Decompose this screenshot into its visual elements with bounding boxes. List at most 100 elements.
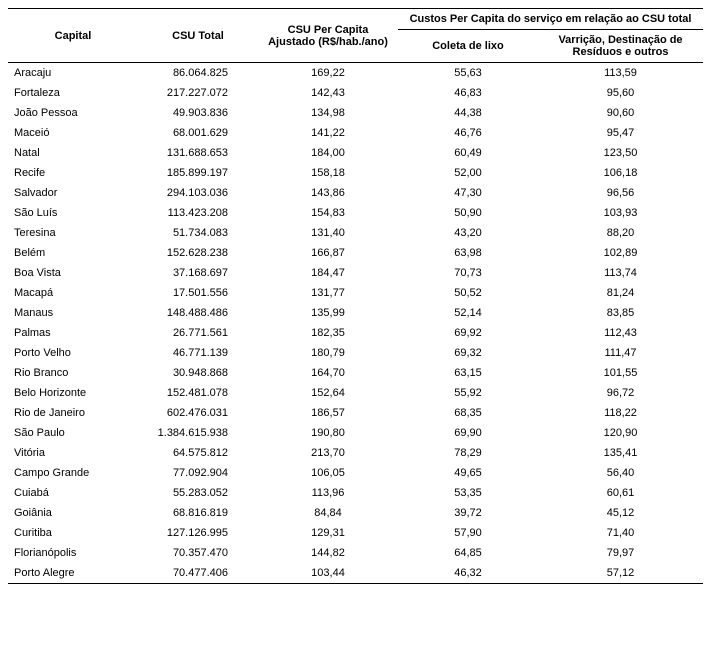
cell-csu-adj: 158,18 (258, 163, 398, 183)
table-row: Campo Grande77.092.904106,0549,6556,40 (8, 463, 703, 483)
table-row: Palmas26.771.561182,3569,92112,43 (8, 323, 703, 343)
cell-varricao: 57,12 (538, 563, 703, 584)
cell-capital: Salvador (8, 183, 138, 203)
cell-csu-adj: 135,99 (258, 303, 398, 323)
cell-capital: Florianópolis (8, 543, 138, 563)
cell-capital: Campo Grande (8, 463, 138, 483)
cell-capital: Belém (8, 243, 138, 263)
cell-csu-adj: 186,57 (258, 403, 398, 423)
cell-varricao: 79,97 (538, 543, 703, 563)
cell-csu-adj: 184,00 (258, 143, 398, 163)
header-csu-adj: CSU Per Capita Ajustado (R$/hab./ano) (258, 9, 398, 63)
cell-varricao: 81,24 (538, 283, 703, 303)
cell-capital: Macapá (8, 283, 138, 303)
cell-coleta: 50,52 (398, 283, 538, 303)
cell-varricao: 71,40 (538, 523, 703, 543)
table-row: Teresina51.734.083131,4043,2088,20 (8, 223, 703, 243)
cell-varricao: 95,47 (538, 123, 703, 143)
cell-csu-total: 294.103.036 (138, 183, 258, 203)
table-row: Salvador294.103.036143,8647,3096,56 (8, 183, 703, 203)
cell-csu-adj: 152,64 (258, 383, 398, 403)
cell-varricao: 96,72 (538, 383, 703, 403)
table-row: Belo Horizonte152.481.078152,6455,9296,7… (8, 383, 703, 403)
cell-varricao: 103,93 (538, 203, 703, 223)
cell-coleta: 43,20 (398, 223, 538, 243)
cell-csu-total: 217.227.072 (138, 83, 258, 103)
cell-coleta: 46,32 (398, 563, 538, 584)
cell-varricao: 113,74 (538, 263, 703, 283)
cell-csu-adj: 134,98 (258, 103, 398, 123)
cell-csu-total: 185.899.197 (138, 163, 258, 183)
cell-varricao: 45,12 (538, 503, 703, 523)
cell-csu-adj: 213,70 (258, 443, 398, 463)
cell-csu-total: 64.575.812 (138, 443, 258, 463)
cell-csu-total: 602.476.031 (138, 403, 258, 423)
table-row: Rio Branco30.948.868164,7063,15101,55 (8, 363, 703, 383)
table-row: Belém152.628.238166,8763,98102,89 (8, 243, 703, 263)
cell-capital: Curitiba (8, 523, 138, 543)
cell-coleta: 57,90 (398, 523, 538, 543)
table-row: Macapá17.501.556131,7750,5281,24 (8, 283, 703, 303)
table-row: Recife185.899.197158,1852,00106,18 (8, 163, 703, 183)
cell-csu-adj: 142,43 (258, 83, 398, 103)
cell-csu-total: 55.283.052 (138, 483, 258, 503)
cell-csu-adj: 154,83 (258, 203, 398, 223)
cell-csu-adj: 164,70 (258, 363, 398, 383)
cell-csu-total: 86.064.825 (138, 63, 258, 84)
cell-varricao: 111,47 (538, 343, 703, 363)
cell-csu-adj: 144,82 (258, 543, 398, 563)
cell-csu-total: 46.771.139 (138, 343, 258, 363)
header-coleta: Coleta de lixo (398, 30, 538, 63)
header-capital: Capital (8, 9, 138, 63)
cell-coleta: 78,29 (398, 443, 538, 463)
table-row: Natal131.688.653184,0060,49123,50 (8, 143, 703, 163)
cell-csu-total: 1.384.615.938 (138, 423, 258, 443)
cell-csu-adj: 106,05 (258, 463, 398, 483)
cell-varricao: 113,59 (538, 63, 703, 84)
cell-csu-adj: 131,77 (258, 283, 398, 303)
cell-csu-adj: 141,22 (258, 123, 398, 143)
cell-coleta: 64,85 (398, 543, 538, 563)
cell-csu-adj: 166,87 (258, 243, 398, 263)
cell-csu-total: 68.001.629 (138, 123, 258, 143)
cell-csu-total: 77.092.904 (138, 463, 258, 483)
cell-coleta: 52,14 (398, 303, 538, 323)
cell-coleta: 70,73 (398, 263, 538, 283)
cell-capital: Rio de Janeiro (8, 403, 138, 423)
cell-coleta: 68,35 (398, 403, 538, 423)
data-table: Capital CSU Total CSU Per Capita Ajustad… (8, 8, 703, 584)
cell-coleta: 52,00 (398, 163, 538, 183)
cell-coleta: 60,49 (398, 143, 538, 163)
cell-coleta: 55,92 (398, 383, 538, 403)
cell-varricao: 118,22 (538, 403, 703, 423)
table-row: São Luís113.423.208154,8350,90103,93 (8, 203, 703, 223)
cell-csu-total: 127.126.995 (138, 523, 258, 543)
cell-csu-total: 113.423.208 (138, 203, 258, 223)
cell-varricao: 90,60 (538, 103, 703, 123)
table-header: Capital CSU Total CSU Per Capita Ajustad… (8, 9, 703, 63)
cell-csu-total: 17.501.556 (138, 283, 258, 303)
cell-varricao: 101,55 (538, 363, 703, 383)
cell-capital: Natal (8, 143, 138, 163)
cell-csu-total: 30.948.868 (138, 363, 258, 383)
cell-varricao: 96,56 (538, 183, 703, 203)
cell-coleta: 49,65 (398, 463, 538, 483)
cell-csu-adj: 169,22 (258, 63, 398, 84)
cell-capital: Goiânia (8, 503, 138, 523)
cell-capital: Vitória (8, 443, 138, 463)
cell-coleta: 46,83 (398, 83, 538, 103)
cell-capital: Teresina (8, 223, 138, 243)
table-row: São Paulo1.384.615.938190,8069,90120,90 (8, 423, 703, 443)
table-row: Curitiba127.126.995129,3157,9071,40 (8, 523, 703, 543)
cell-csu-adj: 129,31 (258, 523, 398, 543)
cell-csu-total: 152.481.078 (138, 383, 258, 403)
cell-coleta: 46,76 (398, 123, 538, 143)
cell-coleta: 63,15 (398, 363, 538, 383)
cell-csu-total: 26.771.561 (138, 323, 258, 343)
cell-csu-total: 70.357.470 (138, 543, 258, 563)
cell-coleta: 50,90 (398, 203, 538, 223)
cell-capital: Palmas (8, 323, 138, 343)
cell-csu-total: 148.488.486 (138, 303, 258, 323)
cell-coleta: 44,38 (398, 103, 538, 123)
cell-coleta: 53,35 (398, 483, 538, 503)
